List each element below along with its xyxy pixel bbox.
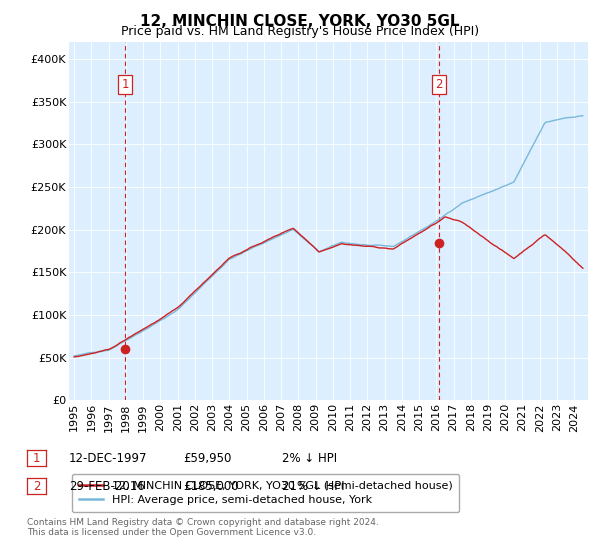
- Text: 2% ↓ HPI: 2% ↓ HPI: [282, 451, 337, 465]
- Text: 2: 2: [33, 479, 40, 493]
- Text: £185,000: £185,000: [183, 479, 239, 493]
- Text: 12-DEC-1997: 12-DEC-1997: [69, 451, 148, 465]
- Text: 29-FEB-2016: 29-FEB-2016: [69, 479, 145, 493]
- Text: 1: 1: [33, 451, 40, 465]
- Text: £59,950: £59,950: [183, 451, 232, 465]
- Text: Price paid vs. HM Land Registry's House Price Index (HPI): Price paid vs. HM Land Registry's House …: [121, 25, 479, 38]
- Text: 2: 2: [436, 78, 443, 91]
- Text: Contains HM Land Registry data © Crown copyright and database right 2024.
This d: Contains HM Land Registry data © Crown c…: [27, 518, 379, 537]
- Text: 12, MINCHIN CLOSE, YORK, YO30 5GL: 12, MINCHIN CLOSE, YORK, YO30 5GL: [140, 14, 460, 29]
- Legend: 12, MINCHIN CLOSE, YORK, YO30 5GL (semi-detached house), HPI: Average price, sem: 12, MINCHIN CLOSE, YORK, YO30 5GL (semi-…: [72, 474, 460, 512]
- Text: 1: 1: [121, 78, 129, 91]
- Text: 21% ↓ HPI: 21% ↓ HPI: [282, 479, 344, 493]
